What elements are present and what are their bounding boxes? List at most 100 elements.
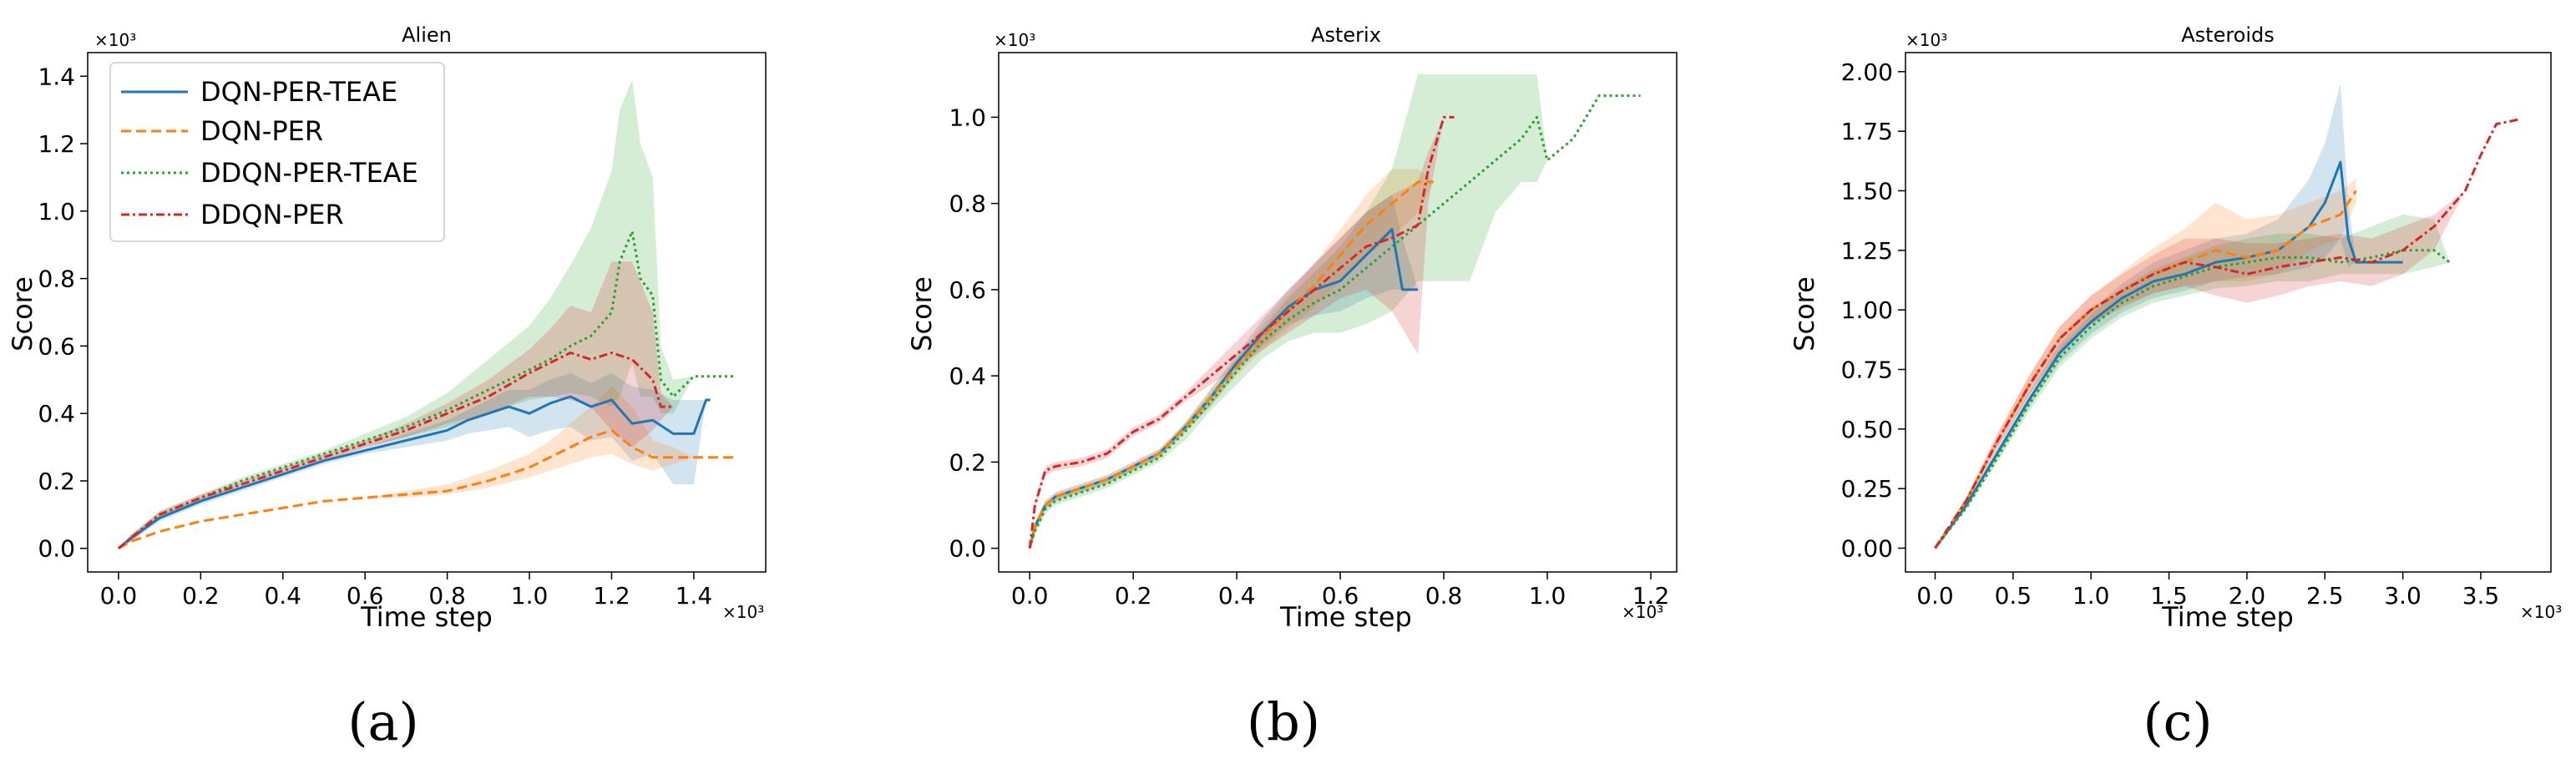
panel-c-y-multiplier: ×10³ <box>1905 30 1947 50</box>
panel-a: Alien ×10³ ×10³ Time step Score (a) 0.0 0… <box>7 23 767 752</box>
panel-a-title: Alien <box>402 23 452 47</box>
panel-b-band-dqn-per-teae <box>1030 195 1419 549</box>
panel-a-xtick-label: 1.2 <box>593 582 630 610</box>
panel-a-x-multiplier: ×10³ <box>722 602 764 622</box>
panel-b-ticks: 0.0 0.2 0.4 0.6 0.8 1.0 1.2 0.0 0.2 0.4 0.6 0.8 1.0 <box>949 104 1669 610</box>
panel-a-band-dqn-per <box>118 386 736 549</box>
panel-c-xlabel: Time step <box>2161 601 2294 633</box>
panel-a-plot <box>117 79 736 550</box>
panel-b-ytick-label: 1.0 <box>949 104 986 131</box>
panel-b-frame <box>998 52 1678 573</box>
panel-c-line-ddqn-per <box>1934 118 2520 549</box>
panel-c-ytick-label: 1.50 <box>1841 177 1893 205</box>
panel-b-y-multiplier: ×10³ <box>994 30 1035 50</box>
panel-a-ticks: 0.0 0.2 0.4 0.6 0.8 1.0 1.2 1.4 0.0 0.2 0.4 0.6 0.8 1… <box>38 63 712 610</box>
panel-a-xtick-label: 0.6 <box>347 582 384 610</box>
panel-c-ytick-label: 1.25 <box>1841 237 1893 265</box>
panel-b-xtick-label: 1.2 <box>1632 582 1670 610</box>
panel-b-title: Asterix <box>1311 23 1381 47</box>
panel-c-ytick-label: 2.00 <box>1841 58 1893 86</box>
panel-c: Asteroids ×10³ ×10³ Time step Score (c) … <box>1789 23 2562 752</box>
panel-a-ytick-label: 0.6 <box>38 332 75 360</box>
panel-c-ytick-label: 0.75 <box>1841 356 1893 383</box>
panel-c-ytick-label: 1.00 <box>1841 296 1893 324</box>
panel-c-band-ddqn-per <box>1935 119 2520 549</box>
panel-c-band-ddqn-per-teae <box>1935 215 2450 549</box>
legend-label-dqn-per-teae: DQN-PER-TEAE <box>200 76 397 108</box>
panel-b-xtick-label: 0.4 <box>1218 582 1256 610</box>
panel-b-band-ddqn-per-teae <box>1030 73 1641 549</box>
panel-a-ylabel: Score <box>7 276 38 352</box>
panel-b-xtick-label: 1.0 <box>1529 582 1566 610</box>
panel-c-xtick-label: 2.5 <box>2306 582 2344 610</box>
panel-a-ytick-label: 0.0 <box>38 535 75 563</box>
panel-b-ytick-label: 0.0 <box>949 535 986 563</box>
panel-a-y-multiplier: ×10³ <box>94 30 136 50</box>
panel-c-line-dqn-per-teae <box>1934 160 2403 549</box>
panel-c-line-ddqn-per-teae <box>1934 249 2451 549</box>
panel-c-xtick-label: 1.5 <box>2150 582 2188 610</box>
panel-c-band-dqn-per-teae <box>1935 83 2403 549</box>
panel-b-caption: (b) <box>1247 691 1320 752</box>
legend-label-dqn-per: DQN-PER <box>200 115 323 147</box>
panel-a-ytick-label: 0.4 <box>38 400 75 428</box>
panel-c-caption: (c) <box>2143 691 2212 752</box>
panel-b-xtick-label: 0.0 <box>1011 582 1049 610</box>
panel-b-line-dqn-per <box>1028 180 1434 549</box>
panel-a-frame <box>87 52 767 573</box>
panel-a-ytick-label: 0.2 <box>38 468 75 495</box>
panel-a-line-dqn-per <box>118 428 736 550</box>
panel-a-ytick-label: 1.0 <box>38 198 75 225</box>
legend-box <box>109 62 445 242</box>
legend-label-ddqn-per-teae: DDQN-PER-TEAE <box>200 157 418 189</box>
panel-b-xtick-label: 0.8 <box>1425 582 1463 610</box>
panel-b-xtick-label: 0.2 <box>1115 582 1152 610</box>
panel-b-line-ddqn-per-teae <box>1028 94 1641 549</box>
panel-a-caption: (a) <box>347 691 418 752</box>
legend-label-ddqn-per: DDQN-PER <box>200 199 344 230</box>
panel-c-ytick-label: 0.00 <box>1841 534 1893 562</box>
panel-c-xtick-label: 0.0 <box>1916 582 1954 610</box>
panel-c-band-dqn-per <box>1935 179 2356 549</box>
panel-c-x-multiplier: ×10³ <box>2520 602 2562 622</box>
panel-b-ytick-label: 0.6 <box>949 276 986 304</box>
panel-a-xtick-label: 1.4 <box>676 582 713 610</box>
panel-a-xtick-label: 0.0 <box>100 582 138 610</box>
panel-b-ylabel: Score <box>906 276 938 352</box>
panel-b-plot <box>1028 73 1641 549</box>
panel-a-xtick-label: 0.8 <box>428 582 466 610</box>
panel-a-xtick-label: 1.0 <box>511 582 549 610</box>
panel-c-xtick-label: 0.5 <box>1995 582 2032 610</box>
panel-c-xtick-label: 1.0 <box>2072 582 2110 610</box>
panel-c-title: Asteroids <box>2181 23 2275 47</box>
panel-a-band-dqn-per-teae <box>118 372 711 549</box>
panel-b-xtick-label: 0.6 <box>1322 582 1359 610</box>
panel-a-ytick-label: 1.2 <box>38 130 75 158</box>
panel-b-ytick-label: 0.8 <box>949 190 986 218</box>
panel-a-xtick-label: 0.2 <box>182 582 220 610</box>
panel-c-ytick-label: 1.75 <box>1841 118 1893 145</box>
panel-c-xtick-label: 3.5 <box>2462 582 2500 610</box>
panel-a-ytick-label: 0.8 <box>38 266 75 293</box>
legend: DQN-PER-TEAE DQN-PER DDQN-PER-TEAE DDQN-… <box>109 62 445 242</box>
panel-c-frame <box>1905 52 2552 573</box>
panel-a-line-ddqn-per <box>117 352 674 549</box>
panel-c-ticks: 0.0 0.5 1.0 1.5 2.0 2.5 3.0 3.5 0.00 0.25 0.50 0.75… <box>1841 58 2500 610</box>
panel-b-ytick-label: 0.4 <box>949 362 986 390</box>
panel-b-xlabel: Time step <box>1279 601 1412 633</box>
panel-b-x-multiplier: ×10³ <box>1622 602 1663 622</box>
panel-a-line-ddqn-per-teae <box>117 230 736 549</box>
panel-b: Asterix ×10³ ×10³ Time step Score (b) 0.… <box>906 23 1678 752</box>
panel-a-xlabel: Time step <box>360 601 493 633</box>
panel-b-ytick-label: 0.2 <box>949 448 986 476</box>
panel-c-xtick-label: 2.0 <box>2229 582 2266 610</box>
panel-c-plot <box>1934 83 2520 549</box>
panel-c-ytick-label: 0.50 <box>1841 416 1893 443</box>
panel-a-xtick-label: 0.4 <box>264 582 301 610</box>
panel-c-ytick-label: 0.25 <box>1841 475 1893 503</box>
panel-c-xtick-label: 3.0 <box>2384 582 2422 610</box>
panel-a-line-dqn-per-teae <box>117 395 711 549</box>
panel-a-ytick-label: 1.4 <box>38 63 75 90</box>
panel-b-line-ddqn-per <box>1028 115 1455 549</box>
